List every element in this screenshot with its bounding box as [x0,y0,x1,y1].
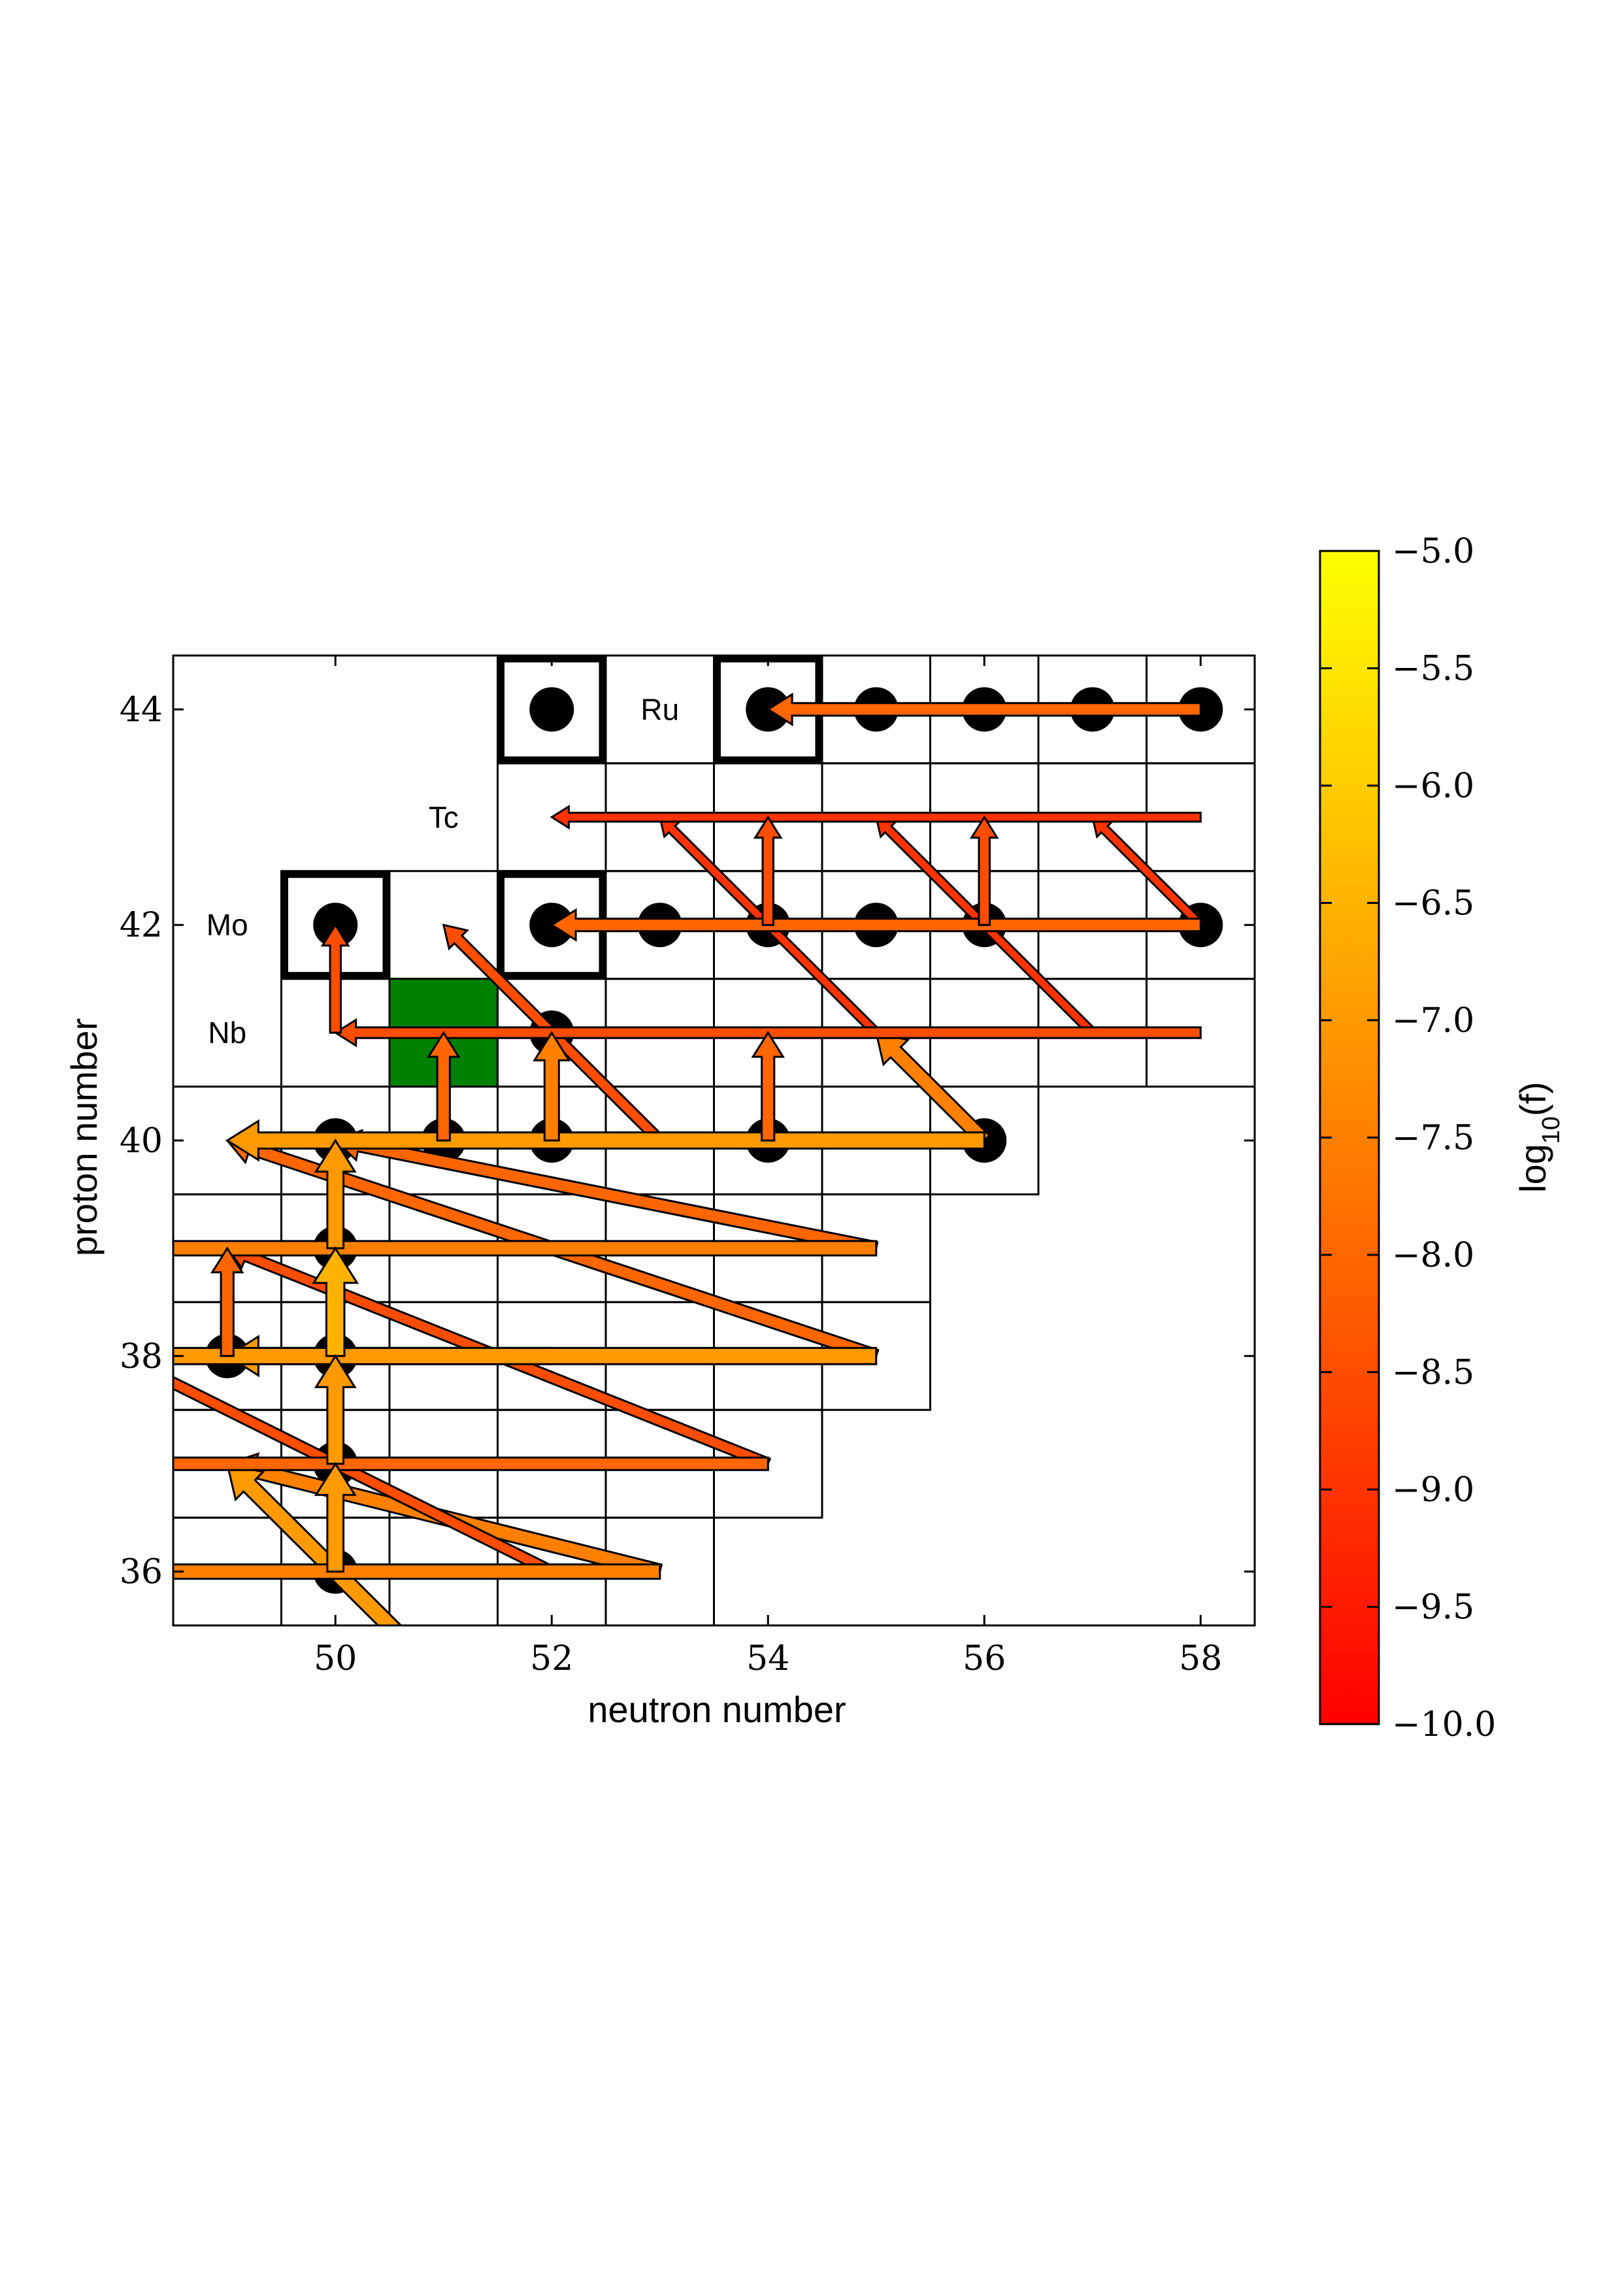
x-tick-label: 58 [1179,1639,1222,1678]
flow-arrow [173,1563,661,1580]
flow-arrows-layer [173,692,1206,1625]
element-label: Ru [640,692,679,726]
y-tick-label: 40 [120,1122,163,1161]
colorbar-tick-label: −9.0 [1392,1471,1474,1510]
flow-arrow [173,1240,878,1257]
flow-arrow [210,1246,244,1357]
flow-arrow [173,1346,878,1365]
colorbar-tick-label: −7.5 [1392,1119,1474,1158]
y-tick-label: 36 [120,1553,163,1592]
flow-arrow [426,1031,461,1142]
y-axis-label: proton number [63,1018,105,1256]
flow-arrow [1091,816,1206,930]
x-tick-label: 50 [314,1639,357,1678]
y-tick-label: 38 [120,1337,163,1376]
colorbar-tick-label: −6.5 [1392,884,1474,923]
element-label: Tc [429,800,459,834]
colorbar-tick-label: −9.5 [1392,1588,1474,1627]
colorbar-tick-label: −7.0 [1392,1001,1474,1040]
flow-arrow [173,1456,769,1471]
colorbar-label: log10(f) [1512,1082,1565,1193]
flow-arrow [550,908,1202,942]
axes: 50 52 54 56 58 36 38 40 42 44 [120,654,1256,1678]
flow-arrow [173,1376,555,1578]
flow-arrow [550,805,1202,830]
x-tick-label: 54 [746,1639,789,1678]
flow-arrow [314,1461,357,1573]
colorbar-tick-label: −8.0 [1392,1236,1474,1275]
colorbar: −10.0 −9.5 −9.0 −8.5 −8.0 −7.5 −7.0 −6.5 −6.0 −5.… [1319,532,1565,1744]
isotope-cell [173,1408,174,1519]
flow-arrow [312,1246,359,1357]
flow-arrow [766,692,1202,727]
flow-arrow [225,1462,403,1625]
y-tick-label: 44 [120,690,163,729]
flow-arrow [753,815,783,926]
flow-arrow [874,1031,991,1147]
x-tick-label: 52 [530,1639,573,1678]
y-tick-label: 42 [120,906,163,945]
flow-arrow [314,1354,357,1465]
flow-arrow [320,923,350,1034]
flow-arrow [969,815,999,926]
colorbar-tick-label: −5.5 [1392,650,1474,689]
stable-nucleus-dot [529,687,574,732]
element-labels: Ru Tc Mo Nb [207,692,679,1050]
colorbar-tick-label: −8.5 [1392,1354,1474,1393]
element-label: Mo [207,908,248,942]
colorbar-tick-label: −5.0 [1392,532,1474,571]
colorbar-tick-label: −10.0 [1392,1705,1496,1744]
flow-arrow [751,1031,785,1142]
flow-arrow [533,1031,571,1142]
x-axis-label: neutron number [587,1689,846,1730]
flow-arrow [225,1119,985,1162]
element-label: Nb [208,1016,246,1050]
flow-arrow [314,1139,357,1250]
x-tick-label: 56 [963,1639,1006,1678]
colorbar-tick-label: −6.0 [1392,767,1474,806]
